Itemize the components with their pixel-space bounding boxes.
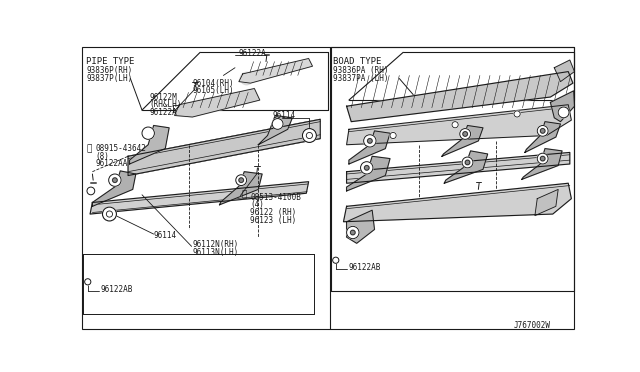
Polygon shape [347, 105, 572, 145]
Text: 93837PA (LH): 93837PA (LH) [333, 74, 389, 83]
Polygon shape [220, 172, 262, 205]
Polygon shape [344, 183, 572, 222]
Circle shape [465, 160, 470, 165]
Circle shape [347, 226, 359, 239]
Text: 93837P(LH): 93837P(LH) [86, 74, 132, 83]
Polygon shape [525, 122, 561, 153]
Text: 96122 (RH): 96122 (RH) [250, 208, 297, 217]
Circle shape [364, 135, 376, 147]
Text: Ⓥ: Ⓥ [86, 144, 92, 153]
Polygon shape [175, 89, 260, 117]
Text: 08915-43642: 08915-43642 [95, 144, 147, 153]
Polygon shape [442, 125, 483, 156]
Polygon shape [535, 189, 558, 216]
Circle shape [452, 122, 458, 128]
Text: J767002W: J767002W [514, 321, 551, 330]
Polygon shape [347, 156, 390, 191]
Text: 96122AB: 96122AB [348, 263, 381, 272]
Polygon shape [347, 153, 570, 183]
Circle shape [540, 129, 545, 133]
Circle shape [87, 187, 95, 195]
Text: (4): (4) [250, 200, 264, 209]
Polygon shape [92, 171, 136, 206]
Text: 96122M: 96122M [150, 93, 177, 102]
Text: 96122AA: 96122AA [95, 160, 128, 169]
Circle shape [460, 129, 470, 140]
Text: 96122AB: 96122AB [101, 285, 133, 294]
Circle shape [351, 230, 355, 235]
Circle shape [537, 125, 548, 136]
Text: 96114: 96114 [154, 231, 177, 240]
Text: 96114: 96114 [272, 111, 295, 120]
Polygon shape [128, 119, 320, 176]
Circle shape [113, 178, 117, 183]
Polygon shape [90, 182, 308, 214]
Circle shape [84, 279, 91, 285]
Text: BOAD TYPE: BOAD TYPE [333, 57, 382, 66]
Circle shape [390, 132, 396, 139]
Text: PIPE TYPE: PIPE TYPE [86, 57, 134, 66]
Text: 08513-4100B: 08513-4100B [250, 193, 301, 202]
Text: 96122A: 96122A [239, 49, 267, 58]
Circle shape [364, 166, 369, 170]
Circle shape [462, 157, 473, 168]
Circle shape [514, 111, 520, 117]
Polygon shape [259, 115, 292, 145]
Circle shape [537, 153, 548, 164]
Polygon shape [129, 125, 169, 164]
Polygon shape [347, 210, 374, 243]
Text: 96122A: 96122A [150, 108, 177, 117]
Circle shape [307, 132, 312, 139]
Circle shape [109, 174, 121, 186]
Text: 96123 (LH): 96123 (LH) [250, 216, 297, 225]
Polygon shape [349, 131, 390, 164]
Circle shape [272, 119, 283, 129]
Circle shape [239, 178, 244, 183]
Polygon shape [347, 71, 573, 122]
Text: (8): (8) [95, 152, 109, 161]
Text: (RH&LH): (RH&LH) [150, 100, 182, 109]
Text: 96112N(RH): 96112N(RH) [193, 240, 239, 249]
Polygon shape [444, 151, 488, 183]
Circle shape [241, 73, 253, 85]
Text: 96105(LH): 96105(LH) [193, 86, 234, 95]
Circle shape [236, 175, 246, 186]
Circle shape [303, 129, 316, 142]
Circle shape [106, 211, 113, 217]
Circle shape [558, 107, 569, 118]
Text: 96113N(LH): 96113N(LH) [193, 248, 239, 257]
Text: 93836P(RH): 93836P(RH) [86, 66, 132, 75]
Polygon shape [550, 91, 575, 122]
Polygon shape [239, 58, 312, 83]
Circle shape [463, 132, 467, 136]
Text: 93836PA (RH): 93836PA (RH) [333, 66, 389, 75]
Circle shape [360, 162, 373, 174]
Circle shape [367, 139, 372, 143]
Polygon shape [554, 60, 575, 81]
Circle shape [142, 127, 154, 140]
Circle shape [333, 257, 339, 263]
Text: Ⓢ: Ⓢ [241, 190, 246, 199]
Circle shape [540, 156, 545, 161]
Text: 96104(RH): 96104(RH) [193, 78, 234, 88]
Polygon shape [522, 148, 562, 179]
Circle shape [102, 207, 116, 221]
